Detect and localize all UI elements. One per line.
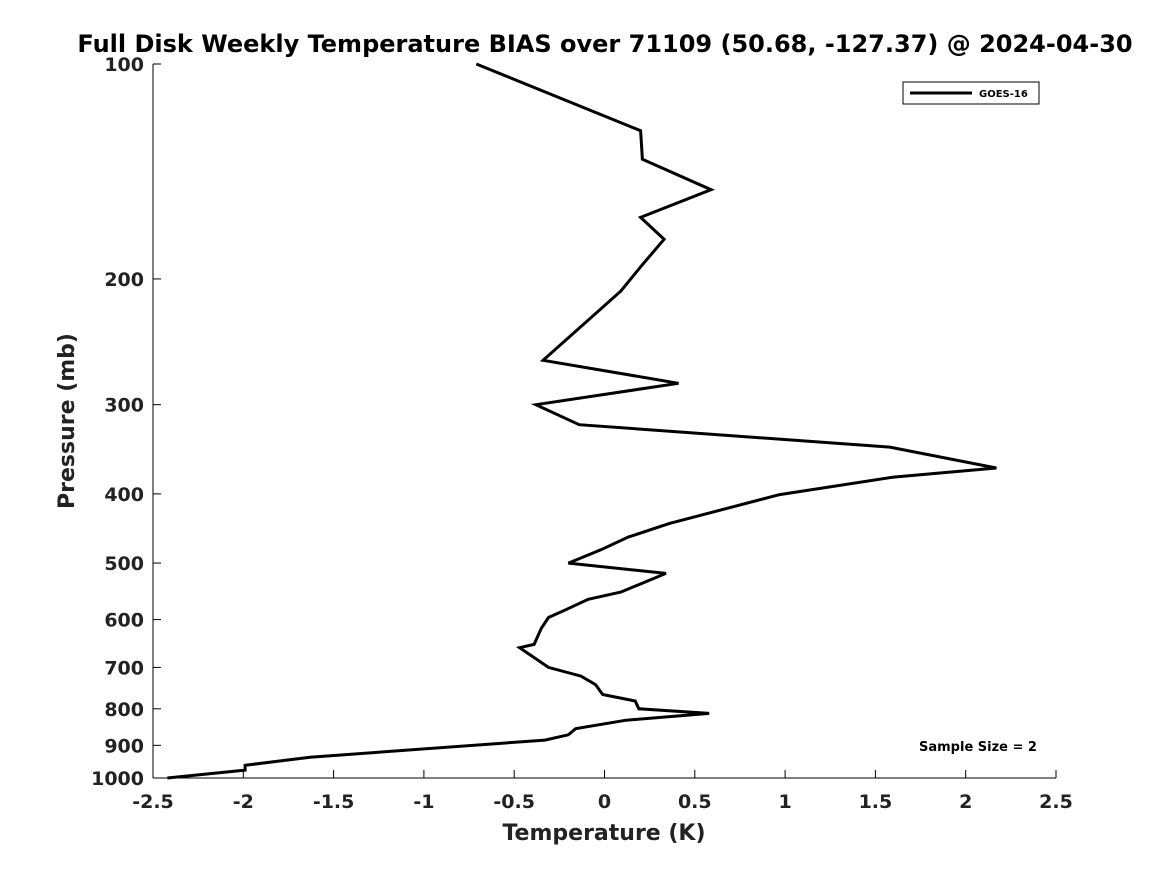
y-tick-label: 900 — [104, 735, 144, 757]
legend-entry-goes-16: GOES-16 — [979, 89, 1028, 100]
y-tick-label: 500 — [104, 553, 144, 575]
x-tick-label: 0.5 — [678, 791, 712, 813]
x-tick-label: 1 — [778, 791, 791, 813]
x-tick-label: 1.5 — [859, 791, 893, 813]
x-tick-label: -1.5 — [313, 791, 355, 813]
y-tick-label: 200 — [104, 269, 144, 291]
chart-title: Full Disk Weekly Temperature BIAS over 7… — [77, 30, 1132, 58]
x-tick-label: 0 — [598, 791, 611, 813]
y-tick-label: 300 — [104, 395, 144, 417]
y-tick-label: 100 — [104, 54, 144, 76]
y-tick-label: 600 — [104, 610, 144, 632]
legend[interactable]: GOES-16 — [902, 81, 1040, 105]
series-line-goes-16 — [167, 62, 997, 780]
y-tick-label: 800 — [104, 699, 144, 721]
y-axis-label: Pressure (mb) — [55, 333, 80, 509]
x-tick-label: -2 — [233, 791, 254, 813]
y-ticks: 100 200 300 400 500 600 700 800 900 1000 — [91, 54, 161, 790]
sample-size-annotation: Sample Size = 2 — [919, 740, 1037, 755]
x-tick-label: -0.5 — [493, 791, 535, 813]
x-tick-label: 2 — [959, 791, 972, 813]
x-tick-label: -1 — [413, 791, 434, 813]
axes — [152, 64, 1056, 779]
x-tick-label: 2.5 — [1039, 791, 1073, 813]
series-lines — [167, 62, 997, 780]
y-tick-label: 1000 — [91, 768, 144, 790]
x-ticks: -2.5 -2 -1.5 -1 -0.5 0 0.5 1 1.5 2 2.5 — [132, 770, 1073, 813]
x-axis-label: Temperature (K) — [502, 821, 705, 846]
y-tick-label: 700 — [104, 657, 144, 679]
x-tick-label: -2.5 — [132, 791, 174, 813]
y-tick-label: 400 — [104, 484, 144, 506]
